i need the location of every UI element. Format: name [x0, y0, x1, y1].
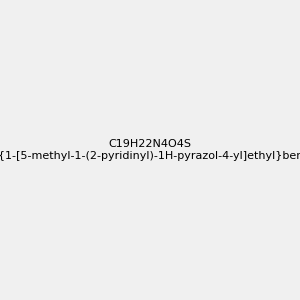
- Text: C19H22N4O4S
2,5-dimethoxy-N-{1-[5-methyl-1-(2-pyridinyl)-1H-pyrazol-4-yl]ethyl}b: C19H22N4O4S 2,5-dimethoxy-N-{1-[5-methyl…: [0, 139, 300, 161]
